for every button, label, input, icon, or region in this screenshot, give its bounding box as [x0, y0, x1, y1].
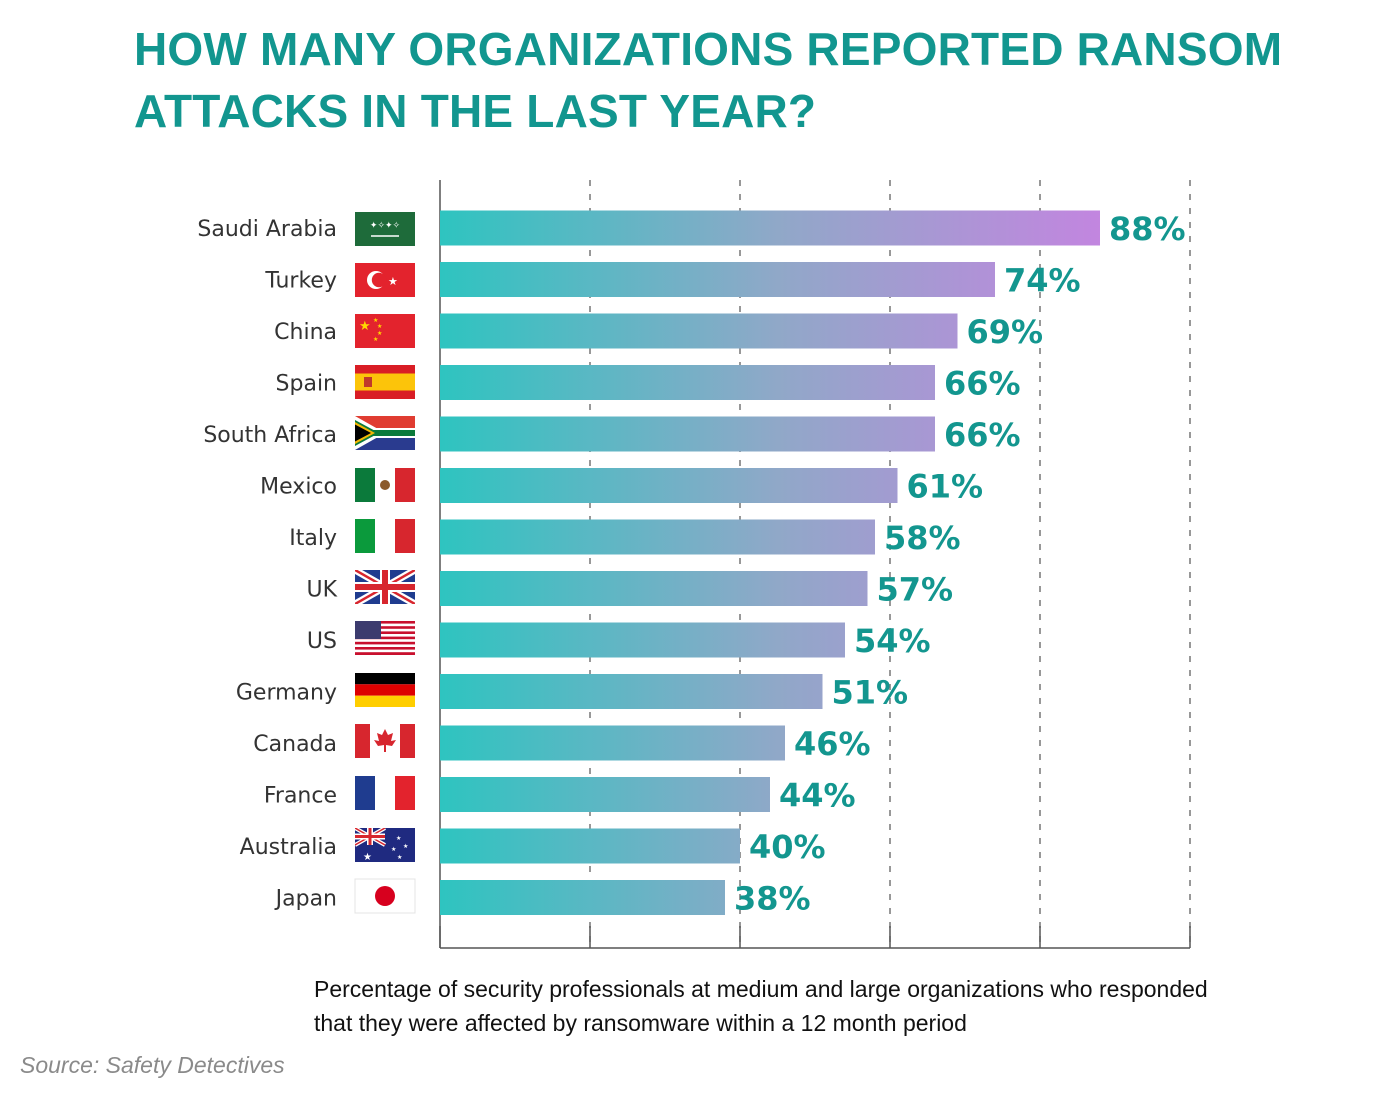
country-label: Germany: [236, 681, 337, 706]
country-label: China: [274, 320, 337, 345]
flags-group: ✦✧✦✧ ★ ★ ★ ★ ★ ★: [354, 212, 416, 914]
australia-flag-icon: ★ ★ ★ ★ ★: [355, 828, 415, 863]
value-label: 66%: [944, 416, 1021, 454]
chart-title: HOW MANY ORGANIZATIONS REPORTED RANSOM A…: [134, 23, 1283, 137]
france-flag-icon: [355, 776, 415, 810]
value-label: 74%: [1004, 262, 1081, 300]
value-label: 46%: [794, 725, 871, 763]
value-label: 69%: [967, 313, 1044, 351]
value-label: 51%: [832, 674, 909, 712]
germany-flag-icon: [355, 673, 415, 707]
country-label: Canada: [253, 732, 337, 757]
japan-flag-icon: [354, 878, 416, 914]
bar: [440, 674, 823, 709]
bar: [440, 210, 1100, 246]
uk-flag-icon: [355, 570, 415, 604]
bar: [440, 313, 958, 349]
svg-text:★: ★: [377, 330, 382, 337]
bar: [440, 777, 770, 812]
country-label: Italy: [289, 526, 337, 551]
saudi-arabia-flag-icon: ✦✧✦✧: [355, 212, 415, 246]
svg-text:★: ★: [403, 843, 408, 850]
gridlines: [439, 180, 1191, 949]
svg-text:★: ★: [391, 846, 396, 853]
bar: [440, 416, 935, 452]
bar: [440, 828, 740, 864]
italy-flag-icon: [355, 519, 415, 553]
value-label: 58%: [884, 519, 961, 557]
chart-caption: Percentage of security professionals at …: [314, 976, 1208, 1036]
value-label: 38%: [734, 880, 811, 918]
value-label: 57%: [877, 571, 954, 609]
country-label: Mexico: [260, 475, 337, 500]
value-label: 88%: [1109, 210, 1186, 248]
bar: [440, 468, 898, 503]
svg-text:★: ★: [388, 275, 398, 288]
svg-text:★: ★: [397, 854, 402, 861]
bar: [440, 725, 785, 761]
svg-text:★: ★: [377, 323, 382, 330]
svg-text:★: ★: [373, 336, 378, 343]
country-label: Australia: [240, 835, 337, 860]
bar: [440, 365, 935, 400]
svg-text:★: ★: [363, 852, 372, 863]
value-label: 61%: [907, 468, 984, 506]
value-labels-group: 88% 74% 69% 66% 66% 61% 58% 57% 54% 51% 46% 44% 40% 3…: [734, 210, 1186, 918]
country-label: South Africa: [203, 423, 337, 448]
svg-text:★: ★: [359, 319, 371, 334]
south-africa-flag-icon: [355, 416, 415, 450]
canada-flag-icon: [355, 724, 415, 758]
turkey-flag-icon: ★: [355, 263, 415, 297]
mexico-flag-icon: [355, 468, 415, 502]
bar: [440, 519, 875, 555]
country-label: Saudi Arabia: [197, 217, 337, 242]
value-label: 40%: [749, 828, 826, 866]
bar: [440, 262, 995, 297]
svg-text:★: ★: [373, 317, 378, 324]
country-labels-group: Saudi Arabia Turkey China Spain South Africa…: [197, 217, 337, 912]
bar: [440, 622, 845, 658]
china-flag-icon: ★ ★ ★ ★ ★: [355, 314, 415, 348]
country-label: US: [307, 629, 337, 654]
source-note: Source: Safety Detectives: [20, 1052, 285, 1078]
country-label: Japan: [274, 887, 337, 912]
svg-text:✦✧✦✧: ✦✧✦✧: [370, 221, 401, 231]
value-label: 66%: [944, 365, 1021, 403]
country-label: Spain: [276, 372, 337, 397]
country-label: UK: [306, 578, 337, 603]
spain-flag-icon: [355, 365, 415, 399]
bars-group: [440, 210, 1100, 915]
bar: [440, 571, 868, 606]
value-label: 54%: [854, 622, 931, 660]
us-flag-icon: [355, 621, 415, 655]
country-label: France: [264, 784, 337, 809]
value-label: 44%: [779, 777, 856, 815]
svg-text:★: ★: [396, 835, 401, 842]
bar: [440, 880, 725, 915]
country-label: Turkey: [264, 269, 337, 294]
